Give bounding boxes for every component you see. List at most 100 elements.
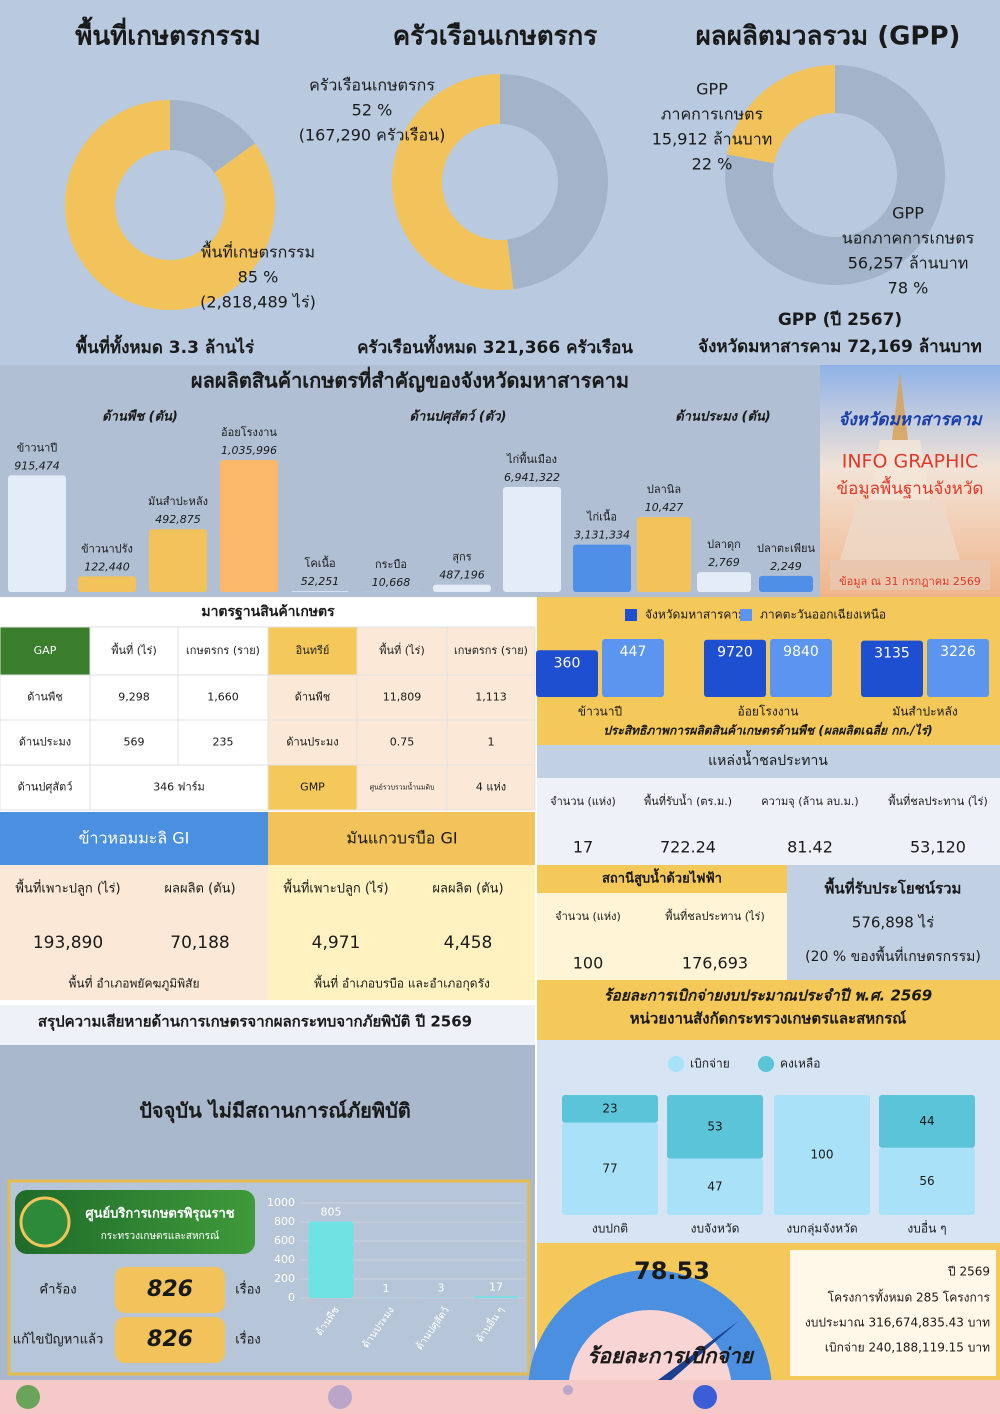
chart-title: ครัวเรือนเกษตรกร	[393, 22, 598, 52]
category-label: ปลาตะเพียน	[757, 542, 815, 555]
bar	[879, 1095, 975, 1148]
value-label: 492,875	[155, 513, 201, 526]
bar	[291, 591, 349, 592]
value-label: 77	[602, 1161, 617, 1175]
value-label: 3	[438, 1282, 445, 1295]
category-label: ปลาดุก	[707, 538, 741, 551]
chart-title: ผลผลิตมวลรวม (GPP)	[696, 22, 961, 52]
table-header: พื้นที่ (ไร่)	[111, 642, 157, 657]
table-cell: ด้านพืช	[295, 691, 331, 704]
category-label: ไก่พื้นเมือง	[506, 451, 557, 466]
bar	[573, 544, 631, 592]
table-cell: 346 ฟาร์ม	[153, 781, 205, 794]
table-cell: 235	[213, 736, 234, 749]
panel	[0, 812, 268, 865]
category-label: ปลานิล	[647, 483, 681, 496]
gi-value: 4,458	[444, 933, 493, 953]
category-label: งบปกติ	[592, 1222, 628, 1236]
bar	[927, 639, 989, 697]
gi-header: พื้นที่เพาะปลูก (ไร่)	[283, 879, 388, 897]
panel	[537, 778, 1000, 865]
table-value: 17	[573, 838, 593, 857]
y-tick-label: 600	[274, 1234, 295, 1247]
table-cell: ด้านประมง	[286, 736, 338, 749]
cell	[267, 719, 358, 766]
value-label: 1,035,996	[221, 444, 277, 457]
table-cell: 9,298	[118, 691, 150, 704]
table-cell: 569	[124, 736, 145, 749]
category-label: กระบือ	[375, 558, 407, 571]
banner-subtitle: ข้อมูลพื้นฐานจังหวัด	[837, 476, 984, 499]
bar	[879, 1147, 975, 1215]
bar	[704, 639, 766, 697]
service-label: คำร้อง	[39, 1283, 76, 1298]
bar	[602, 639, 664, 697]
service-box	[7, 1179, 531, 1376]
pie-footer: GPP (ปี 2567)	[778, 309, 902, 330]
category-label: มันสำปะหลัง	[148, 495, 208, 508]
gi-header: ผลผลิต (ตัน)	[432, 882, 503, 897]
bar	[697, 572, 751, 592]
table-cell: 11,809	[383, 691, 422, 704]
gauge-inner	[568, 1310, 732, 1392]
pie-footer: พื้นที่ทั้งหมด 3.3 ล้านไร่	[76, 334, 255, 358]
y-tick-label: 1000	[267, 1196, 295, 1209]
pie-slice	[725, 65, 946, 285]
value-label: 360	[554, 655, 581, 671]
category-label: งบอื่น ๆ	[907, 1220, 946, 1236]
value-label: 52,251	[301, 575, 340, 588]
panel	[268, 812, 535, 865]
section-title: แหล่งน้ำชลประทาน	[708, 750, 828, 769]
gauge-info: เบิกจ่าย 240,188,119.15 บาท	[825, 1341, 990, 1355]
cell	[89, 764, 269, 811]
bar	[562, 1122, 658, 1215]
table-cell: ด้านพืช	[27, 691, 63, 704]
service-unit: เรื่อง	[235, 1281, 261, 1298]
table-header: พื้นที่ (ไร่)	[379, 642, 425, 657]
cell	[177, 674, 269, 721]
cell	[446, 764, 536, 811]
pie-slice	[65, 100, 275, 310]
bar	[536, 650, 598, 697]
value-label: 122,440	[84, 560, 130, 573]
panel	[537, 865, 787, 893]
value-label: 9720	[717, 645, 753, 661]
banner-province: จังหวัดมหาสารคาม	[838, 410, 983, 430]
pie-slice	[170, 100, 255, 173]
gi-title: มันแกวบรบือ GI	[346, 829, 457, 848]
service-label: แก้ไขปัญหาแล้ว	[13, 1332, 104, 1348]
bar	[562, 1095, 658, 1123]
count-pill	[115, 1267, 225, 1313]
table-header: ความจุ (ล้าน ลบ.ม.)	[761, 795, 858, 808]
value-label: 447	[620, 644, 647, 660]
cell	[356, 764, 448, 811]
phone-icon	[563, 1385, 573, 1395]
cell	[356, 674, 448, 721]
y-tick-label: 200	[274, 1272, 295, 1285]
benefit-value: 576,898 ไร่	[852, 914, 934, 932]
logo-emblem	[19, 1196, 71, 1248]
gi-value: 4,971	[312, 933, 361, 953]
category-label: ไก่เนื้อ	[586, 509, 617, 524]
legend-label: จังหวัดมหาสารคาม	[645, 608, 746, 622]
table-cell: 4 แห่ง	[476, 781, 506, 794]
footer-bar	[0, 1380, 1000, 1414]
legend-swatch	[740, 609, 752, 621]
value-label: 17	[489, 1280, 503, 1293]
bar	[774, 1095, 870, 1215]
table-header: พื้นที่ชลประทาน (ไร่)	[888, 793, 988, 808]
bar	[861, 640, 923, 697]
service-unit: เรื่อง	[235, 1331, 261, 1348]
table-header: พื้นที่ชลประทาน (ไร่)	[665, 908, 765, 923]
chart-title: ประสิทธิภาพการผลิตสินค้าเกษตรด้านพืช (ผล…	[603, 722, 932, 738]
category-label: ข้าวนาปรัง	[81, 542, 133, 555]
slice-label: นอกภาคการเกษตร	[842, 229, 975, 248]
table-cell: 1,113	[475, 691, 507, 704]
table-cell: ด้านประมง	[19, 736, 71, 749]
bar	[503, 487, 561, 592]
chart-title: พื้นที่เกษตรกรรม	[75, 16, 260, 52]
gi-header: ผลผลิต (ตัน)	[164, 882, 235, 897]
y-tick-label: 0	[288, 1291, 295, 1304]
office-icon	[16, 1385, 40, 1409]
